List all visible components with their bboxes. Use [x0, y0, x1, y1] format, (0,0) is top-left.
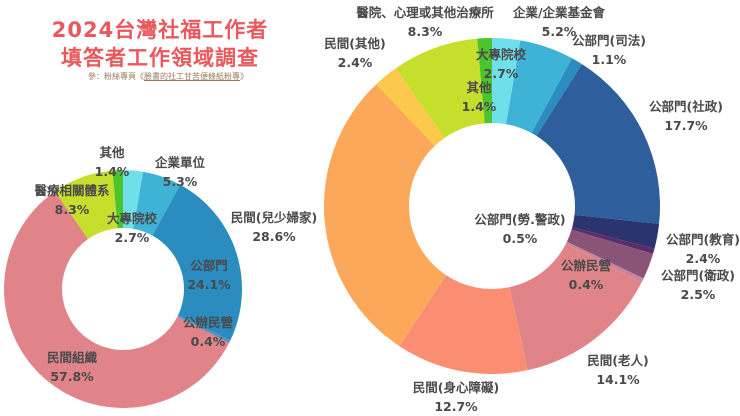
- donut-segment: [506, 40, 573, 134]
- label-left-enterprise: 企業單位 5.3%: [154, 155, 206, 189]
- label-right-public-private: 公辦民營 0.4%: [560, 258, 612, 292]
- label-left-public-private: 公辦民營 0.4%: [182, 315, 234, 349]
- donut-segment: [177, 315, 231, 344]
- label-left-private-org: 民間組織 57.8%: [46, 350, 98, 384]
- label-left-university: 大專院校 2.7%: [106, 211, 158, 245]
- donut-segment: [54, 170, 118, 239]
- donut-segment: [395, 38, 485, 138]
- label-left-public: 公部門 24.1%: [187, 258, 231, 292]
- label-right-judicial: 公部門(司法) 1.1%: [572, 33, 646, 67]
- label-left-other: 其他 1.4%: [94, 145, 130, 179]
- label-right-elderly: 民間(老人) 14.1%: [587, 353, 649, 387]
- label-right-private-other: 民間(其他) 2.4%: [324, 36, 386, 70]
- donut-segment: [376, 68, 445, 146]
- label-right-labor-police: 公部門(勞.警政) 0.5%: [474, 212, 566, 246]
- source-note: 參：粉絲專頁《臉書的社工甘苦便條紙粉專》: [88, 72, 248, 81]
- donut-segment: [492, 38, 521, 125]
- donut-segment: [477, 38, 492, 124]
- donut-segment: [152, 184, 242, 341]
- donut-segment: [571, 227, 655, 254]
- label-right-enterprise: 企業/企業基金會 5.2%: [512, 5, 606, 39]
- label-right-education: 公部門(教育) 2.4%: [666, 232, 740, 266]
- donut-segment: [509, 243, 642, 371]
- label-left-private-child: 民間(兒少婦家) 28.6%: [230, 210, 318, 244]
- donut-segment: [566, 229, 654, 279]
- donut-segment: [565, 241, 644, 283]
- donut-chart-left: [4, 170, 242, 408]
- source-link[interactable]: 臉書的社工甘苦便條紙粉專: [144, 72, 240, 81]
- label-right-other: 其他 1.4%: [461, 80, 497, 114]
- chart-title-line2: 填答者工作領域調查: [61, 46, 259, 70]
- label-right-university: 大專院校 2.7%: [475, 47, 527, 81]
- label-right-health: 公部門(衛政) 2.5%: [661, 268, 735, 302]
- donut-segment: [123, 170, 144, 229]
- donut-chart-right: [324, 38, 660, 374]
- donut-segment: [531, 58, 583, 136]
- donut-segment: [4, 191, 230, 408]
- donut-segment: [399, 275, 528, 374]
- donut-segment: [324, 84, 447, 347]
- label-right-hospital: 醫院、心理或其他治療所 8.3%: [356, 5, 494, 39]
- donut-segment: [133, 171, 181, 236]
- donut-segment: [112, 170, 123, 229]
- label-right-social: 公部門(社政) 17.7%: [649, 99, 723, 133]
- donut-segment: [536, 64, 660, 224]
- label-left-medical: 醫療相關體系 8.3%: [34, 183, 110, 217]
- label-right-disability: 民間(身心障礙) 12.7%: [412, 380, 500, 414]
- chart-title-line1: 2024台灣社福工作者: [51, 18, 269, 42]
- donut-segment: [572, 214, 660, 249]
